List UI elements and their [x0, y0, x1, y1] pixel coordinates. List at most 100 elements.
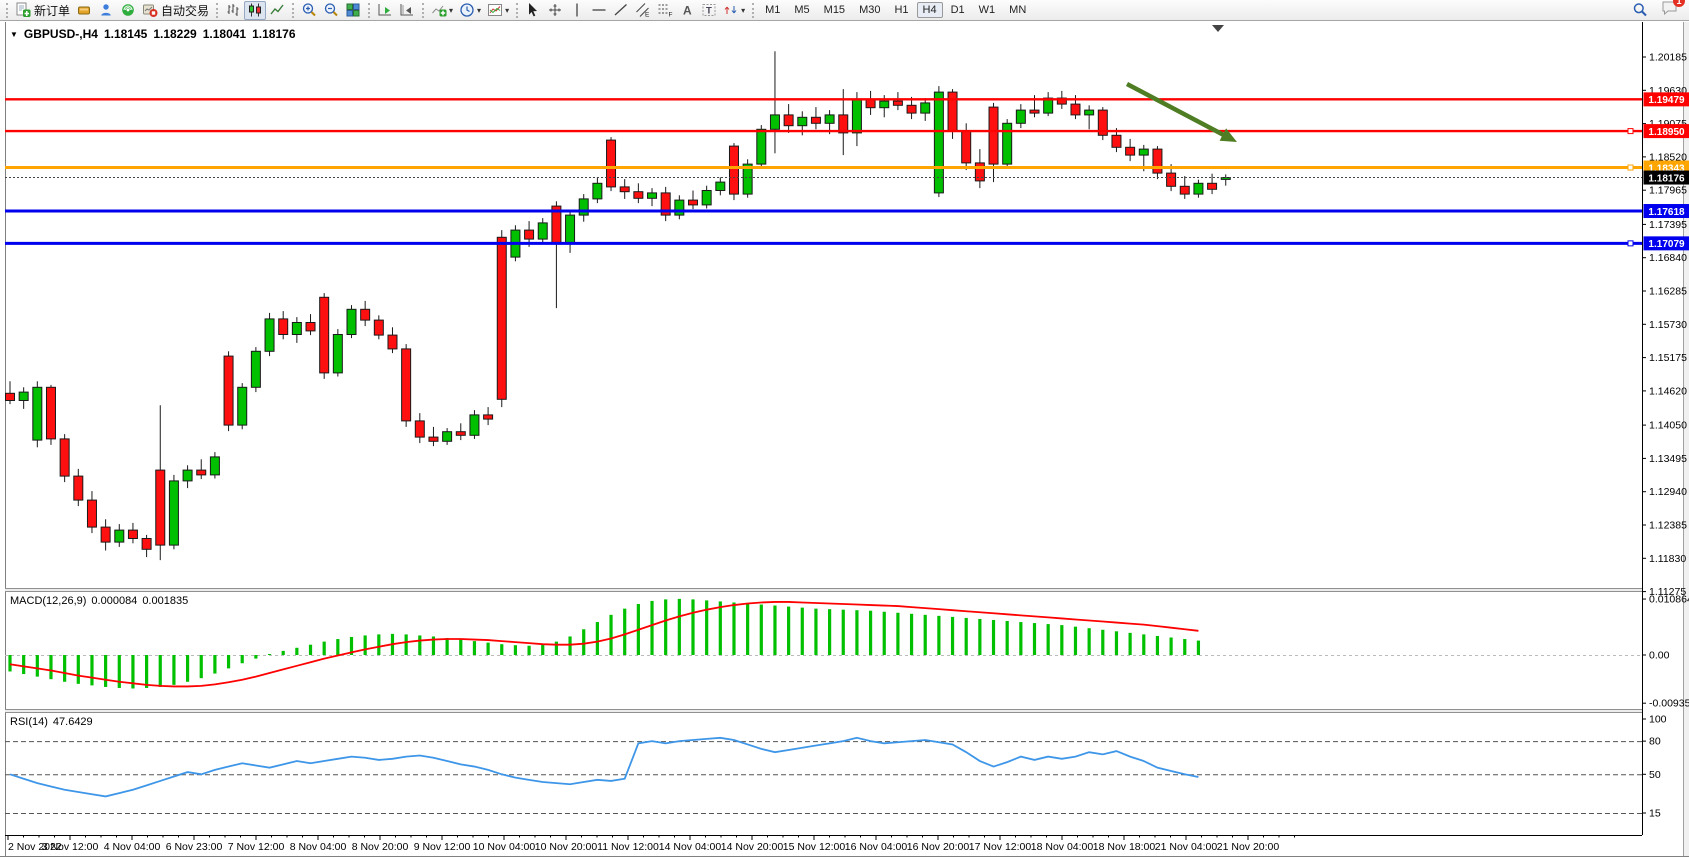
svg-text:9 Nov 12:00: 9 Nov 12:00 [414, 841, 471, 853]
svg-text:14 Nov 20:00: 14 Nov 20:00 [721, 841, 784, 853]
market-watch-button[interactable] [95, 1, 117, 20]
candlestick-chart-button[interactable] [244, 0, 267, 20]
main-toolbar: 新订单 自动交易 ▾ ▾ [0, 0, 1689, 21]
text-label-icon: T [701, 2, 717, 18]
notification-badge: 1 [1673, 0, 1685, 7]
signal-icon [120, 2, 136, 18]
trend-arrow-annotation[interactable] [1125, 82, 1237, 142]
symbol-period: GBPUSD-,H4 [23, 27, 98, 41]
svg-text:0.00: 0.00 [1649, 650, 1670, 662]
auto-trading-label: 自动交易 [161, 3, 210, 18]
ohlc-close: 1.18176 [252, 27, 296, 41]
svg-text:1.19479: 1.19479 [1648, 95, 1685, 106]
svg-text:1.17079: 1.17079 [1648, 239, 1685, 250]
svg-text:1.20185: 1.20185 [1649, 52, 1687, 64]
bar-chart-button[interactable] [222, 1, 244, 20]
toolbar-grip [422, 2, 425, 18]
horizontal-line-tool-button[interactable] [588, 1, 610, 20]
timeframe-h1-button[interactable]: H1 [888, 2, 914, 18]
search-button[interactable] [1629, 1, 1651, 20]
svg-text:1.18950: 1.18950 [1648, 127, 1685, 138]
price-level-line[interactable] [5, 164, 1642, 171]
signals-button[interactable] [117, 1, 139, 20]
vertical-line-tool-button[interactable] [566, 1, 588, 20]
price-level-line[interactable] [5, 128, 1642, 135]
crosshair-icon [547, 2, 563, 18]
svg-text:18 Nov 04:00: 18 Nov 04:00 [1031, 841, 1094, 853]
svg-text:2 Nov 2022: 2 Nov 2022 [8, 841, 62, 853]
toolbar-grip [292, 2, 295, 18]
fibonacci-tool-button[interactable]: F [654, 1, 676, 20]
toolbar-grip [216, 2, 219, 18]
price-axis: 1.201851.196301.190751.185201.179651.173… [5, 22, 1689, 836]
periods-button[interactable]: ▾ [456, 1, 484, 20]
timeframe-m1-button[interactable]: M1 [759, 2, 786, 18]
svg-text:1.15730: 1.15730 [1649, 319, 1687, 331]
clock-icon [459, 2, 475, 18]
zoom-out-button[interactable] [320, 1, 342, 20]
indicators-icon [431, 2, 447, 18]
svg-text:1.17395: 1.17395 [1649, 219, 1687, 231]
rsi-value: 47.6429 [52, 716, 93, 728]
cursor-icon [525, 2, 541, 18]
symbol-dropdown-icon[interactable]: ▼ [10, 29, 18, 39]
chart-shift-button[interactable] [396, 1, 418, 20]
svg-text:21 Nov 04:00: 21 Nov 04:00 [1155, 841, 1218, 853]
svg-text:10 Nov 20:00: 10 Nov 20:00 [535, 841, 598, 853]
zoom-in-button[interactable] [298, 1, 320, 20]
price-level-tags: 1.19479 1.18950 1.18343 1.17618 1.17079 1.181… [1643, 92, 1689, 251]
macd-signal-line [9, 601, 1199, 688]
chevron-down-icon: ▾ [741, 5, 746, 15]
vertical-line-icon [569, 2, 585, 18]
templates-button[interactable]: ▾ [484, 1, 512, 20]
trendline-tool-button[interactable] [610, 1, 632, 20]
svg-text:1.14620: 1.14620 [1649, 385, 1687, 397]
ohlc-low: 1.18041 [202, 27, 247, 41]
profiles-button[interactable] [73, 1, 95, 20]
line-chart-icon [269, 2, 285, 18]
svg-text:1.17965: 1.17965 [1649, 185, 1687, 197]
timeframe-mn-button[interactable]: MN [1003, 2, 1032, 18]
svg-text:17 Nov 12:00: 17 Nov 12:00 [969, 841, 1032, 853]
svg-text:1.13495: 1.13495 [1649, 453, 1687, 465]
timeframe-w1-button[interactable]: W1 [973, 2, 1002, 18]
timeframe-m5-button[interactable]: M5 [788, 2, 815, 18]
person-icon [98, 2, 114, 18]
svg-text:11 Nov 12:00: 11 Nov 12:00 [597, 841, 659, 853]
pane-splitter[interactable] [5, 709, 1642, 713]
text-label-tool-button[interactable]: T [698, 1, 720, 20]
arrows-tool-button[interactable]: ▾ [720, 1, 748, 20]
svg-text:16 Nov 04:00: 16 Nov 04:00 [845, 841, 908, 853]
cursor-tool-button[interactable] [522, 1, 544, 20]
tile-windows-button[interactable] [342, 1, 364, 20]
ohlc-open: 1.18145 [103, 27, 148, 41]
macd-pane-label: MACD(12,26,9) 0.000084 0.001835 [10, 595, 188, 607]
svg-text:7 Nov 12:00: 7 Nov 12:00 [228, 841, 285, 853]
price-level-line[interactable] [5, 240, 1642, 247]
timeframe-m15-button[interactable]: M15 [818, 2, 851, 18]
svg-text:6 Nov 23:00: 6 Nov 23:00 [166, 841, 223, 853]
indicators-button[interactable]: ▾ [428, 1, 456, 20]
chat-button[interactable]: 1 [1661, 0, 1685, 21]
pane-splitter[interactable] [5, 588, 1642, 592]
rsi-indicator-name: RSI(14) [10, 716, 48, 728]
svg-text:1.11830: 1.11830 [1649, 553, 1686, 565]
timeframe-m30-button[interactable]: M30 [853, 2, 886, 18]
timeframe-h4-button[interactable]: H4 [916, 2, 943, 18]
text-tool-button[interactable]: A [676, 1, 698, 20]
auto-trading-button[interactable]: 自动交易 [139, 1, 212, 20]
ohlc-high: 1.18229 [153, 27, 197, 41]
svg-text:18 Nov 18:00: 18 Nov 18:00 [1093, 841, 1156, 853]
timeframe-d1-button[interactable]: D1 [945, 2, 971, 18]
arrows-icon [723, 2, 739, 18]
search-icon [1632, 2, 1648, 18]
macd-histogram [8, 598, 1201, 689]
equidistant-channel-tool-button[interactable]: E [632, 1, 654, 20]
line-chart-button[interactable] [266, 1, 288, 20]
auto-scroll-button[interactable] [374, 1, 396, 20]
crosshair-tool-button[interactable] [544, 1, 566, 20]
svg-text:1.17618: 1.17618 [1648, 207, 1685, 218]
new-order-button[interactable]: 新订单 [12, 1, 73, 20]
